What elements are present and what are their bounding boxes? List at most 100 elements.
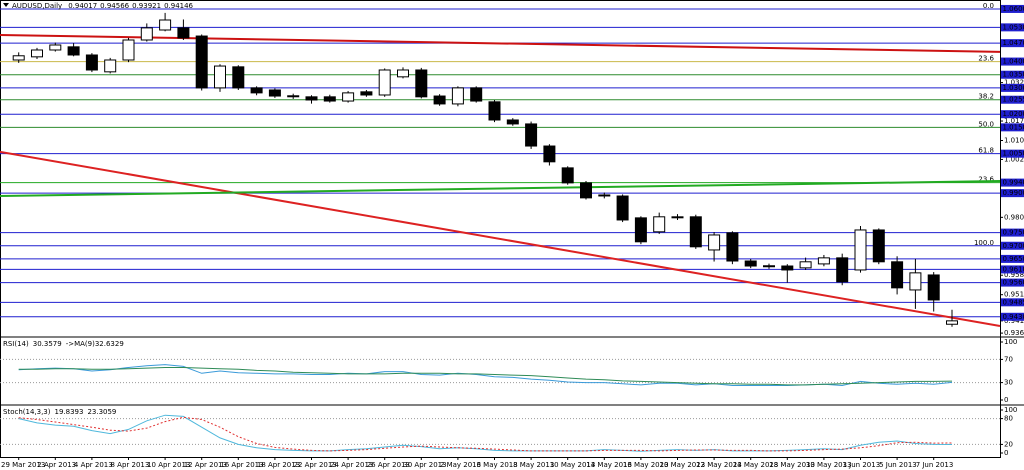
level-label-box [1001,254,1024,263]
candle-body [671,216,684,219]
candle-body [561,167,574,184]
level-label-box [1001,178,1024,187]
series-name: ->MA(9) [66,340,95,348]
header-value: 0.94146 [164,2,193,10]
level-label: 1.04700 [1003,39,1024,47]
y-tick-label: 30 [1004,379,1013,387]
series-last-value: 19.8393 [54,408,83,416]
candle-body [397,69,409,78]
y-tick-label: 1.03200 [1004,79,1024,87]
level-label-box [1001,83,1024,92]
panel-title: RSI(14) [3,340,29,348]
y-tick-label: 0.95140 [1004,291,1024,299]
level-label: 0.94850 [1003,298,1024,306]
y-tick-label: 80 [1004,415,1013,423]
candle-body [378,69,391,96]
level-label-box [1001,110,1024,119]
indicator-line [18,367,953,386]
level-label-box [1001,39,1024,48]
candle-body [342,92,355,102]
y-tick-label: 0 [1004,449,1008,457]
level-label: 0.94300 [1003,313,1024,321]
x-tick-label: 6 May 2013 [477,461,518,469]
trendline [0,150,1001,327]
fib-note: 0.0 [983,2,994,10]
level-label-box [1001,149,1024,158]
level-label: 1.06000 [1003,5,1024,13]
level-label-box [1001,23,1024,32]
candle-body [616,195,629,221]
candle-body [781,265,794,271]
candle-body [909,272,922,291]
x-tick-label: 24 May 2013 [733,461,779,469]
level-label: 0.96500 [1003,255,1024,263]
candle-body [653,216,666,233]
indicator-line [18,416,953,452]
header-arrow [3,3,9,7]
candle-body [598,194,611,197]
x-tick-label: 14 May 2013 [586,461,632,469]
y-tick-label: 0.98080 [1004,213,1024,221]
fib-note: 61.8 [978,147,994,155]
candle-body [268,89,281,97]
level-label: 0.99000 [1003,189,1024,197]
candle-body [799,261,812,269]
panel-title: Stoch(14,3,3) [3,408,51,416]
y-tick-label: 0.94146 [1004,317,1024,325]
x-tick-label: 24 Apr 2013 [330,461,373,469]
level-label: 1.03000 [1003,84,1024,92]
candle-body [214,65,226,89]
series-last-value: 30.3579 [33,340,62,348]
x-tick-label: 22 Apr 2013 [294,461,337,469]
level-label-box [1001,189,1024,198]
level-label-box [1001,4,1024,13]
x-tick-label: 16 Apr 2013 [220,461,263,469]
y-tick-label: 100 [1004,406,1017,414]
trendline [0,180,1001,198]
level-label: 1.05300 [1003,23,1024,31]
fib-note: 23.6 [978,55,994,63]
level-label-box [1001,312,1024,321]
x-tick-label: 22 May 2013 [696,461,742,469]
plot-frame [0,0,1001,458]
trendline [0,33,1001,53]
level-label: 1.02550 [1003,96,1024,104]
level-label: 1.01500 [1003,123,1024,131]
x-tick-label: 5 Jun 2013 [879,461,917,469]
x-tick-label: 26 Apr 2013 [367,461,410,469]
level-label: 0.97500 [1003,229,1024,237]
candle-body [891,261,904,289]
level-label: 1.03500 [1003,71,1024,79]
candle-body [470,87,483,102]
x-tick-label: 29 Mar 2013 [1,461,45,469]
x-tick-label: 3 Jun 2013 [843,461,881,469]
level-label-box [1001,57,1024,66]
candle-body [946,320,958,325]
candle-body [872,229,885,263]
x-tick-label: 16 May 2013 [623,461,669,469]
series-last-value: 23.3059 [87,408,116,416]
x-tick-label: 2 Apr 2013 [37,461,76,469]
y-tick-label: 0.95880 [1004,271,1024,279]
candle-body [323,96,336,102]
candle-body [433,95,446,105]
level-label: 1.00500 [1003,150,1024,158]
level-label: 0.97000 [1003,242,1024,250]
level-label-box [1001,298,1024,307]
candle-body [927,274,940,301]
x-tick-label: 30 Apr 2013 [403,461,446,469]
candle-body [817,257,830,265]
fib-note: 23.6 [978,176,994,184]
candle-body [140,27,153,41]
candle-body [415,69,428,98]
panel-header: RSI(14) 30.3579 ->MA(9)32.6329 [3,340,124,348]
y-tick-label: 0 [1004,396,1008,404]
header-value: 0.93921 [132,2,161,10]
candle-body [634,217,647,243]
candle-body [305,96,318,101]
x-tick-label: 4 Apr 2013 [74,461,113,469]
candle-body [195,35,208,89]
level-label-box [1001,278,1024,287]
fib-note: 50.0 [978,120,994,128]
candle-body [49,44,62,51]
